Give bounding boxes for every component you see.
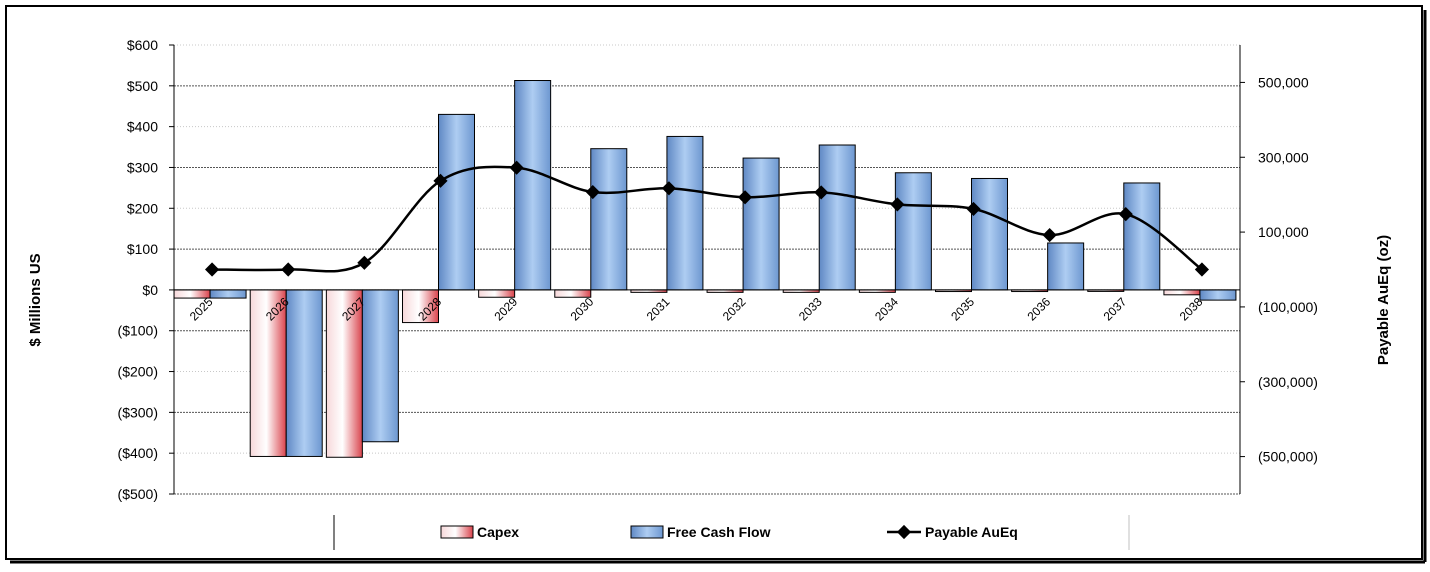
fcf-bar <box>894 172 932 291</box>
y-tick-label: ($500) <box>118 486 158 502</box>
y2-tick-label: 100,000 <box>1258 224 1309 240</box>
legend-marker-payable <box>896 524 912 540</box>
legend-label-payable: Payable AuEq <box>925 524 1018 540</box>
y-tick-label: ($200) <box>118 364 158 380</box>
fcf-bar <box>438 113 475 291</box>
legend: Capex Free Cash Flow Payable AuEq <box>333 515 1130 550</box>
y2-tick-label: (300,000) <box>1258 374 1318 390</box>
y-tick-label: $600 <box>127 37 158 53</box>
y-tick-label: $500 <box>127 78 158 94</box>
legend-label-fcf: Free Cash Flow <box>667 524 771 540</box>
fcf-bar <box>590 148 628 291</box>
payable-aueq-point <box>585 184 600 200</box>
y-tick-label: ($400) <box>118 445 158 461</box>
payable-aueq-point <box>281 262 296 277</box>
fcf-bar <box>514 80 552 291</box>
payable-aueq-point <box>738 190 753 205</box>
fcf-bar <box>818 144 856 291</box>
fcf-bar <box>1123 182 1161 291</box>
payable-aueq-point <box>357 255 372 270</box>
y2-tick-label: (100,000) <box>1258 299 1318 315</box>
payable-aueq-point <box>1118 207 1133 222</box>
payable-aueq-point <box>966 201 981 216</box>
y-tick-label: $300 <box>127 159 158 175</box>
payable-aueq-point <box>814 185 829 200</box>
outer-border <box>5 5 1423 560</box>
fcf-bar <box>209 289 247 299</box>
y-tick-label: ($300) <box>118 404 158 420</box>
fcf-bar <box>742 157 780 291</box>
fcf-bar <box>285 289 323 457</box>
y-tick-label: $200 <box>127 200 158 216</box>
payable-aueq-point <box>890 197 905 212</box>
legend-swatch-capex <box>440 525 474 539</box>
y-tick-label: ($100) <box>118 323 158 339</box>
legend-swatch-fcf <box>630 525 664 539</box>
y2-tick-label: 300,000 <box>1258 149 1309 165</box>
capex-bar <box>1163 289 1201 296</box>
y2-axis-title: Payable AuEq (oz) <box>1375 235 1392 365</box>
y2-tick-label: 500,000 <box>1258 74 1309 90</box>
y-tick-label: $100 <box>127 241 158 257</box>
fcf-bar <box>361 289 399 443</box>
payable-aueq-point <box>1042 228 1057 243</box>
fcf-bar <box>971 177 1008 291</box>
fcf-bar <box>1199 289 1237 301</box>
payable-aueq-point <box>1194 262 1209 277</box>
payable-aueq-point <box>433 173 448 188</box>
y-tick-label: $0 <box>142 282 158 298</box>
payable-aueq-point <box>661 181 676 196</box>
payable-aueq-point <box>205 262 220 277</box>
y-axis-title: $ Millions US <box>27 253 44 346</box>
y2-tick-label: (500,000) <box>1258 449 1318 465</box>
fcf-bar <box>1047 242 1085 291</box>
fcf-bar <box>666 135 704 291</box>
y-tick-label: $400 <box>127 119 158 135</box>
legend-label-capex: Capex <box>477 524 519 540</box>
